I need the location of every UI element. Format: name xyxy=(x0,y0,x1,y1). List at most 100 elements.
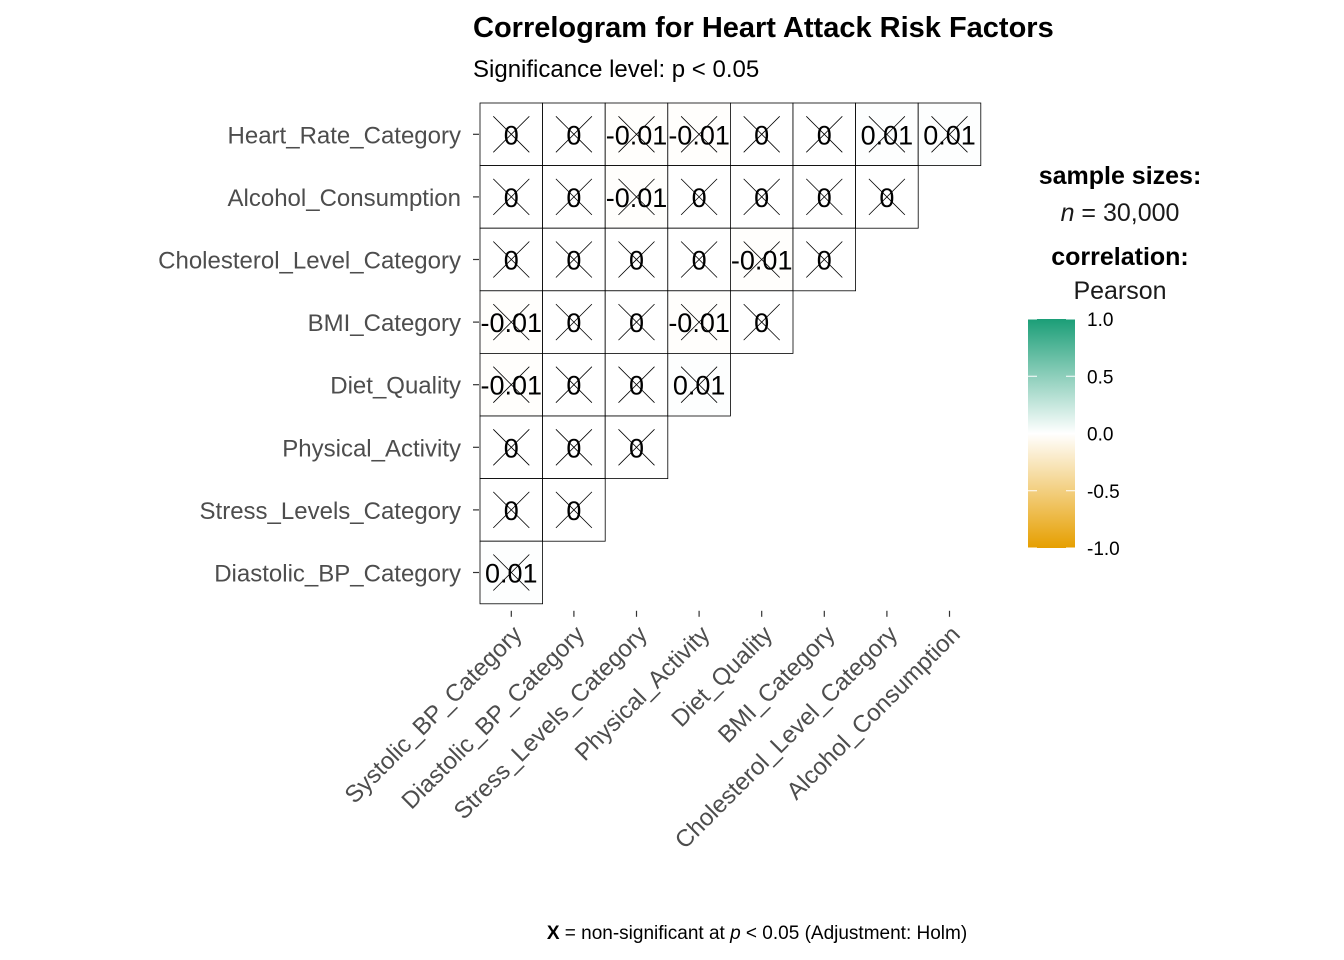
cell-value-label: -0.01 xyxy=(606,120,668,150)
cell-value-label: 0 xyxy=(566,308,581,338)
cell-value-label: 0 xyxy=(566,371,581,401)
cell-value-label: -0.01 xyxy=(606,183,668,213)
cell-value-label: 0 xyxy=(817,183,832,213)
nonsignificant-cross-stroke xyxy=(868,178,906,216)
cell-value-label: 0 xyxy=(817,246,832,276)
cell-value-label: 0 xyxy=(504,246,519,276)
cell-value-label: 0 xyxy=(692,183,707,213)
cell-value-label: 0 xyxy=(754,120,769,150)
cell-value-label: 0 xyxy=(879,183,894,213)
nonsignificant-cross-stroke xyxy=(493,241,530,278)
y-tick-label: Stress_Levels_Category xyxy=(200,498,461,525)
nonsignificant-cross-stroke xyxy=(618,116,655,153)
nonsignificant-cross-stroke xyxy=(868,116,906,153)
nonsignificant-cross-stroke xyxy=(743,303,780,341)
cell-value-label: 0 xyxy=(629,246,644,276)
legend-correlation-method: Pearson xyxy=(1073,277,1166,305)
y-tick-label: Diet_Quality xyxy=(330,373,461,400)
legend-tick-label: -0.5 xyxy=(1087,482,1120,503)
legend-tick-label: 1.0 xyxy=(1087,310,1113,331)
legend-ticks: 1.0 0.5 0.0 -0.5 -1.0 xyxy=(1028,310,1120,560)
legend-tick-label: 0.5 xyxy=(1087,367,1113,388)
nonsignificant-cross-stroke xyxy=(555,116,593,153)
cell-value-label: 0 xyxy=(754,183,769,213)
cell-value-label: 0 xyxy=(566,183,581,213)
y-tick-label: Alcohol_Consumption xyxy=(228,185,461,212)
nonsignificant-cross-stroke xyxy=(493,116,530,153)
nonsignificant-cross-stroke xyxy=(493,429,530,466)
nonsignificant-cross-stroke xyxy=(680,241,718,278)
nonsignificant-cross-stroke xyxy=(555,178,593,216)
cell-value-label: 0 xyxy=(504,183,519,213)
legend-n-value: = 30,000 xyxy=(1074,199,1179,227)
nonsignificant-cross-stroke xyxy=(493,366,530,403)
cell-value-label: 0 xyxy=(566,246,581,276)
cell-value-label: 0 xyxy=(754,308,769,338)
cell-value-label: 0 xyxy=(504,496,519,526)
nonsignificant-cross-stroke xyxy=(555,303,593,341)
nonsignificant-cross-stroke xyxy=(493,491,530,529)
nonsignificant-cross-stroke xyxy=(555,366,593,403)
cell-value-label: -0.01 xyxy=(731,246,793,276)
nonsignificant-cross-stroke xyxy=(680,303,718,341)
cell-value-label: 0.01 xyxy=(861,120,914,150)
nonsignificant-cross-stroke xyxy=(743,116,780,153)
caption-p: p xyxy=(729,923,741,944)
nonsignificant-cross-stroke xyxy=(806,178,843,216)
nonsignificant-cross-stroke xyxy=(493,178,530,216)
legend-sample-size: n = 30,000 xyxy=(1061,199,1180,227)
y-tick-label: Cholesterol_Level_Category xyxy=(158,248,461,275)
cell-value-label: 0.01 xyxy=(923,120,976,150)
cell-value-label: -0.01 xyxy=(668,308,730,338)
nonsignificant-cross-stroke xyxy=(680,178,718,216)
caption-symbol: X xyxy=(547,923,560,944)
y-tick-label: Physical_Activity xyxy=(282,435,461,462)
caption: X = non-significant at p < 0.05 (Adjustm… xyxy=(547,923,967,944)
nonsignificant-cross-stroke xyxy=(555,241,593,278)
chart-subtitle: Significance level: p < 0.05 xyxy=(473,56,759,83)
nonsignificant-cross-stroke xyxy=(618,366,655,403)
cell-value-label: -0.01 xyxy=(481,371,543,401)
legend-correlation-title: correlation: xyxy=(1051,243,1189,271)
cell-value-label: 0 xyxy=(629,308,644,338)
cell-value-label: 0.01 xyxy=(673,371,726,401)
nonsignificant-cross-stroke xyxy=(618,303,655,341)
nonsignificant-cross-stroke xyxy=(493,554,530,591)
cell-value-label: 0 xyxy=(504,433,519,463)
nonsignificant-cross-stroke xyxy=(618,241,655,278)
legend-n-symbol: n xyxy=(1061,199,1075,227)
cell-value-label: -0.01 xyxy=(668,120,730,150)
cell-value-label: 0 xyxy=(629,433,644,463)
nonsignificant-cross-stroke xyxy=(931,116,968,153)
cell-value-label: 0 xyxy=(566,496,581,526)
y-tick-label: BMI_Category xyxy=(308,310,461,337)
nonsignificant-cross-stroke xyxy=(618,178,655,216)
nonsignificant-cross-stroke xyxy=(618,429,655,466)
cell-value-label: 0 xyxy=(566,120,581,150)
nonsignificant-cross-stroke xyxy=(680,366,718,403)
heatmap-cell xyxy=(479,352,543,417)
nonsignificant-cross-stroke xyxy=(493,303,530,341)
cell-value-label: 0 xyxy=(629,371,644,401)
heatmap-cell xyxy=(667,352,731,417)
cell-value-label: 0.01 xyxy=(485,559,538,589)
nonsignificant-cross-stroke xyxy=(743,241,780,278)
y-axis: Heart_Rate_Category Alcohol_Consumption Ch… xyxy=(158,122,479,588)
cell-value-label: 0 xyxy=(692,246,707,276)
nonsignificant-cross-stroke xyxy=(680,116,718,153)
nonsignificant-cross-stroke xyxy=(806,241,843,278)
legend-tick-label: 0.0 xyxy=(1087,425,1113,446)
cell-value-label: 0 xyxy=(566,433,581,463)
heatmap-cell xyxy=(542,415,606,479)
caption-text-before-p: = non-significant at xyxy=(560,923,731,944)
y-tick-label: Heart_Rate_Category xyxy=(228,122,461,149)
cell-value-label: 0 xyxy=(504,120,519,150)
nonsignificant-cross-stroke xyxy=(806,116,843,153)
y-tick-label: Diastolic_BP_Category xyxy=(214,561,461,588)
nonsignificant-cross-stroke xyxy=(555,491,593,529)
legend-tick-label: -1.0 xyxy=(1087,539,1120,560)
legend: sample sizes: n = 30,000 correlation: Pe… xyxy=(1028,162,1201,560)
legend-sample-title: sample sizes: xyxy=(1039,162,1202,190)
x-axis: Systolic_BP_CategoryDiastolic_BP_Categor… xyxy=(340,610,966,854)
